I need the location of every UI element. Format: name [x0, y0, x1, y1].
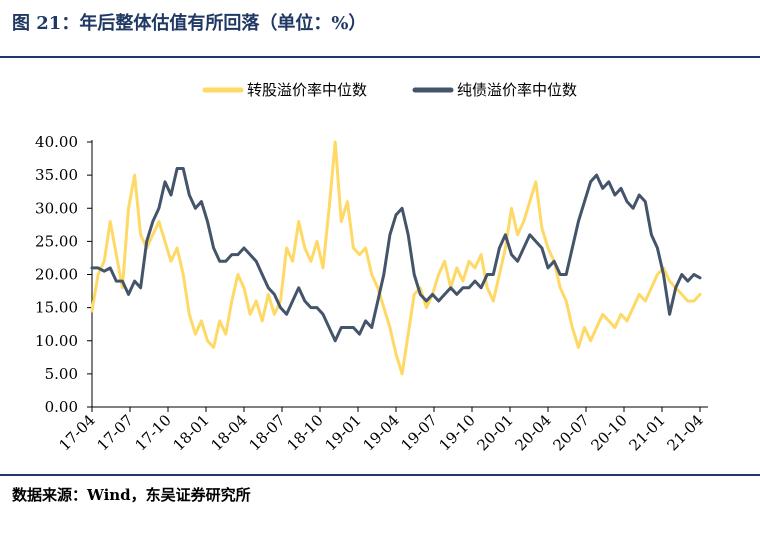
series-line-0: [90, 140, 702, 376]
figure-title: 图 21：年后整体估值有所回落（单位：%）: [12, 13, 367, 34]
x-tick-label: 20-10: [588, 411, 631, 454]
x-tick-label: 17-10: [132, 411, 175, 454]
x-tick-label: 18-10: [284, 411, 327, 454]
x-tick-label: 19-07: [398, 411, 441, 454]
y-tick-label: 40.00: [35, 133, 78, 151]
x-tick-label: 18-07: [246, 411, 289, 454]
x-tick-label: 20-01: [474, 411, 517, 454]
x-tick-label: 17-04: [56, 411, 99, 454]
legend-label-1: 纯债溢价率中位数: [457, 81, 577, 99]
source-note: 数据来源：Wind，东吴证券研究所: [12, 486, 251, 504]
x-tick-label: 17-07: [94, 411, 137, 454]
x-tick-label: 19-10: [436, 411, 479, 454]
legend: 转股溢价率中位数 纯债溢价率中位数: [202, 81, 577, 99]
x-tick-label: 21-01: [626, 411, 669, 454]
y-tick-label: 20.00: [35, 266, 78, 284]
x-tick-label: 20-04: [512, 411, 555, 454]
y-tick-label: 5.00: [45, 365, 78, 383]
x-tick-label: 19-01: [322, 411, 365, 454]
title-rule: [0, 56, 760, 58]
y-tick-label: 35.00: [35, 166, 78, 184]
y-tick-label: 10.00: [35, 332, 78, 350]
y-tick-label: 30.00: [35, 199, 78, 217]
source-rule: [0, 474, 760, 476]
y-tick-label: 25.00: [35, 232, 78, 250]
y-tick-label: 0.00: [45, 398, 78, 416]
line-chart: 转股溢价率中位数 纯债溢价率中位数 0.00 5.00 10.00 15.00 20.00…: [35, 81, 708, 454]
x-tick-label: 18-04: [208, 411, 251, 454]
series-line-1: [90, 167, 702, 343]
x-tick-label: 21-04: [664, 411, 707, 454]
x-tick-label: 20-07: [550, 411, 593, 454]
y-tick-label: 15.00: [35, 299, 78, 317]
x-tick-label: 19-04: [360, 411, 403, 454]
legend-label-0: 转股溢价率中位数: [247, 81, 367, 99]
plot-area: 0.00 5.00 10.00 15.00 20.00 25.00 30.00 35.00 40…: [35, 133, 708, 454]
x-tick-label: 18-01: [170, 411, 213, 454]
